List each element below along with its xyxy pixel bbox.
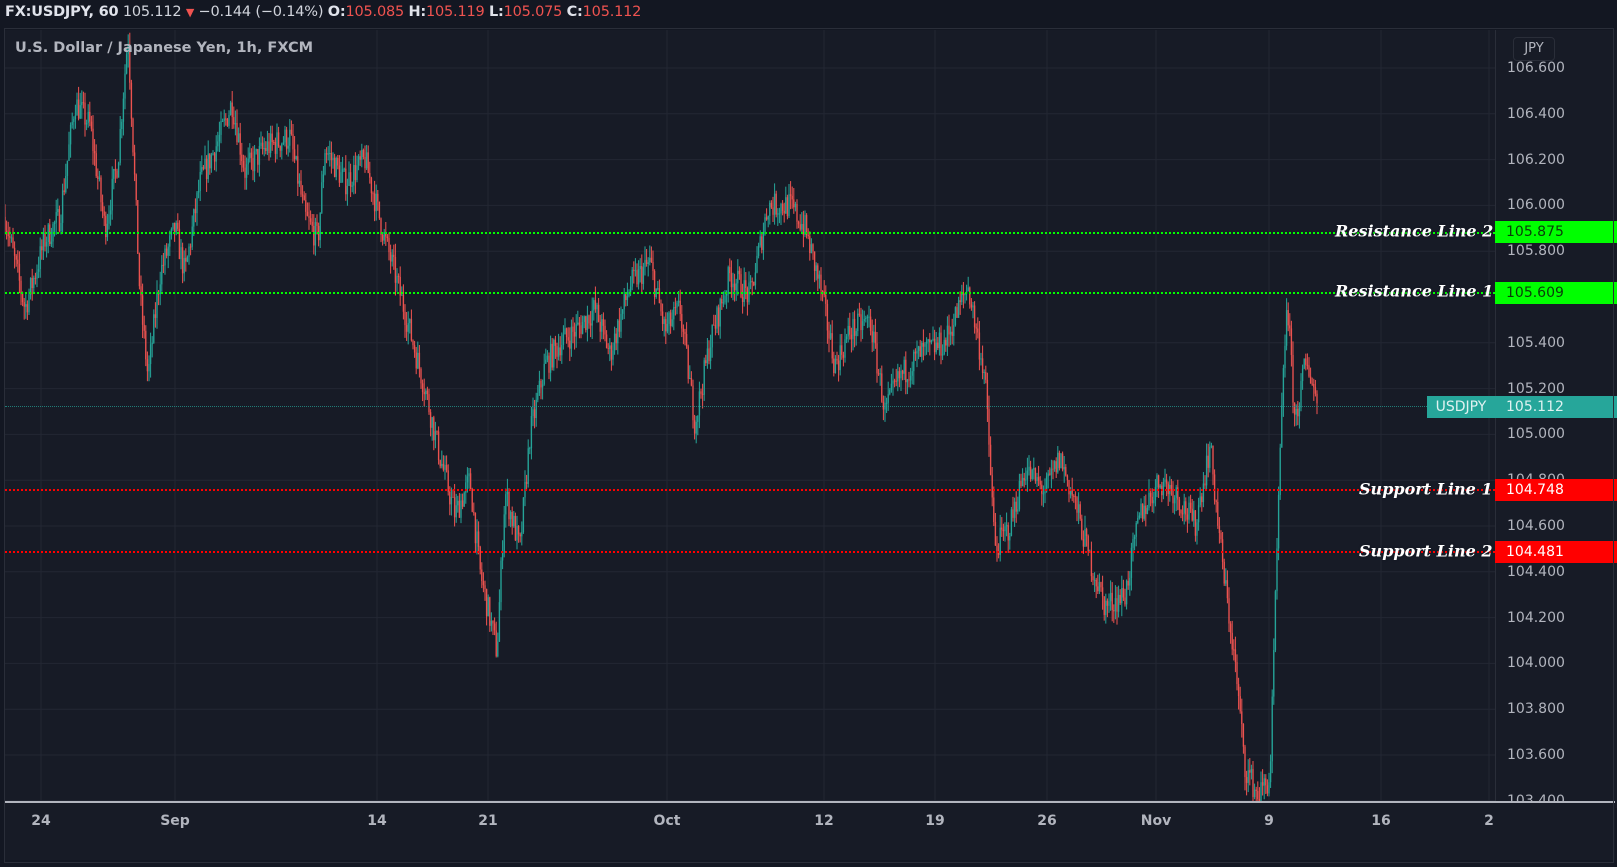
symbol-price-label: USDJPY xyxy=(1427,396,1495,418)
chart-pane[interactable] xyxy=(5,30,1495,808)
resistance-line-1-price: 105.609 xyxy=(1495,282,1617,304)
resistance-line-2-label: Resistance Line 2 xyxy=(1335,221,1494,241)
price-tick: 104.000 xyxy=(1507,655,1565,672)
support-line-2[interactable] xyxy=(5,551,1495,553)
last-price: 105.112 xyxy=(122,4,182,20)
resistance-line-2-price: 105.875 xyxy=(1495,221,1617,243)
close-value: 105.112 xyxy=(582,4,642,20)
time-tick: Oct xyxy=(653,813,681,829)
price-tick: 106.200 xyxy=(1507,151,1565,168)
down-arrow-icon: ▼ xyxy=(185,6,195,19)
currency-badge[interactable]: JPY xyxy=(1513,37,1555,61)
price-tick: 104.600 xyxy=(1507,518,1565,534)
price-tick: 103.600 xyxy=(1507,747,1565,763)
open-label: O: xyxy=(327,4,346,20)
price-tick: 106.400 xyxy=(1507,105,1565,122)
resistance-line-2[interactable] xyxy=(5,232,1495,234)
open-value: 105.085 xyxy=(345,4,405,20)
high-value: 105.119 xyxy=(425,4,485,20)
support-line-1-label: Support Line 1 xyxy=(1359,479,1493,499)
time-tick: Nov xyxy=(1140,813,1172,829)
close-label: C: xyxy=(566,4,583,20)
support-line-1-price: 104.748 xyxy=(1495,479,1617,501)
time-tick: 21 xyxy=(478,813,498,829)
price-change: −0.144 (−0.14%) xyxy=(198,4,324,20)
price-tick: 105.000 xyxy=(1507,426,1565,443)
low-label: L: xyxy=(488,4,504,20)
time-tick: 26 xyxy=(1037,813,1057,829)
resistance-line-1-label: Resistance Line 1 xyxy=(1335,281,1494,301)
time-tick: 24 xyxy=(31,813,51,829)
price-tick: 106.600 xyxy=(1507,60,1565,76)
price-tick: 105.200 xyxy=(1507,380,1565,397)
price-tick: 105.800 xyxy=(1507,243,1565,260)
support-line-2-price: 104.481 xyxy=(1495,541,1617,563)
time-tick: Sep xyxy=(160,813,190,829)
time-tick: 19 xyxy=(925,813,945,829)
price-tick: 104.200 xyxy=(1507,609,1565,626)
time-axis[interactable] xyxy=(5,802,1615,860)
last-price-line xyxy=(5,406,1495,407)
high-label: H: xyxy=(408,4,426,20)
price-axis[interactable] xyxy=(1495,30,1617,808)
time-tick: 14 xyxy=(367,813,387,829)
last-price-tag: 105.112 xyxy=(1495,396,1617,418)
low-value: 105.075 xyxy=(503,4,563,20)
price-tick: 104.400 xyxy=(1507,563,1565,580)
symbol-header: FX:USDJPY, 60 105.112 ▼ −0.144 (−0.14%) … xyxy=(0,0,1617,28)
resistance-line-1[interactable] xyxy=(5,292,1495,294)
symbol-interval[interactable]: FX:USDJPY, 60 xyxy=(5,4,119,20)
candlestick-plot[interactable] xyxy=(5,30,1495,808)
support-line-1[interactable] xyxy=(5,489,1495,491)
time-axis-border xyxy=(5,801,1615,803)
time-tick: 2 xyxy=(1484,813,1494,829)
time-tick: 9 xyxy=(1264,813,1274,829)
time-tick: 12 xyxy=(814,813,834,829)
chart-title: U.S. Dollar / Japanese Yen, 1h, FXCM xyxy=(15,40,314,56)
time-tick: 16 xyxy=(1371,813,1391,829)
price-tick: 105.400 xyxy=(1507,334,1565,351)
support-line-2-label: Support Line 2 xyxy=(1359,541,1493,561)
price-tick: 103.800 xyxy=(1507,701,1565,718)
price-tick: 106.000 xyxy=(1507,197,1565,214)
